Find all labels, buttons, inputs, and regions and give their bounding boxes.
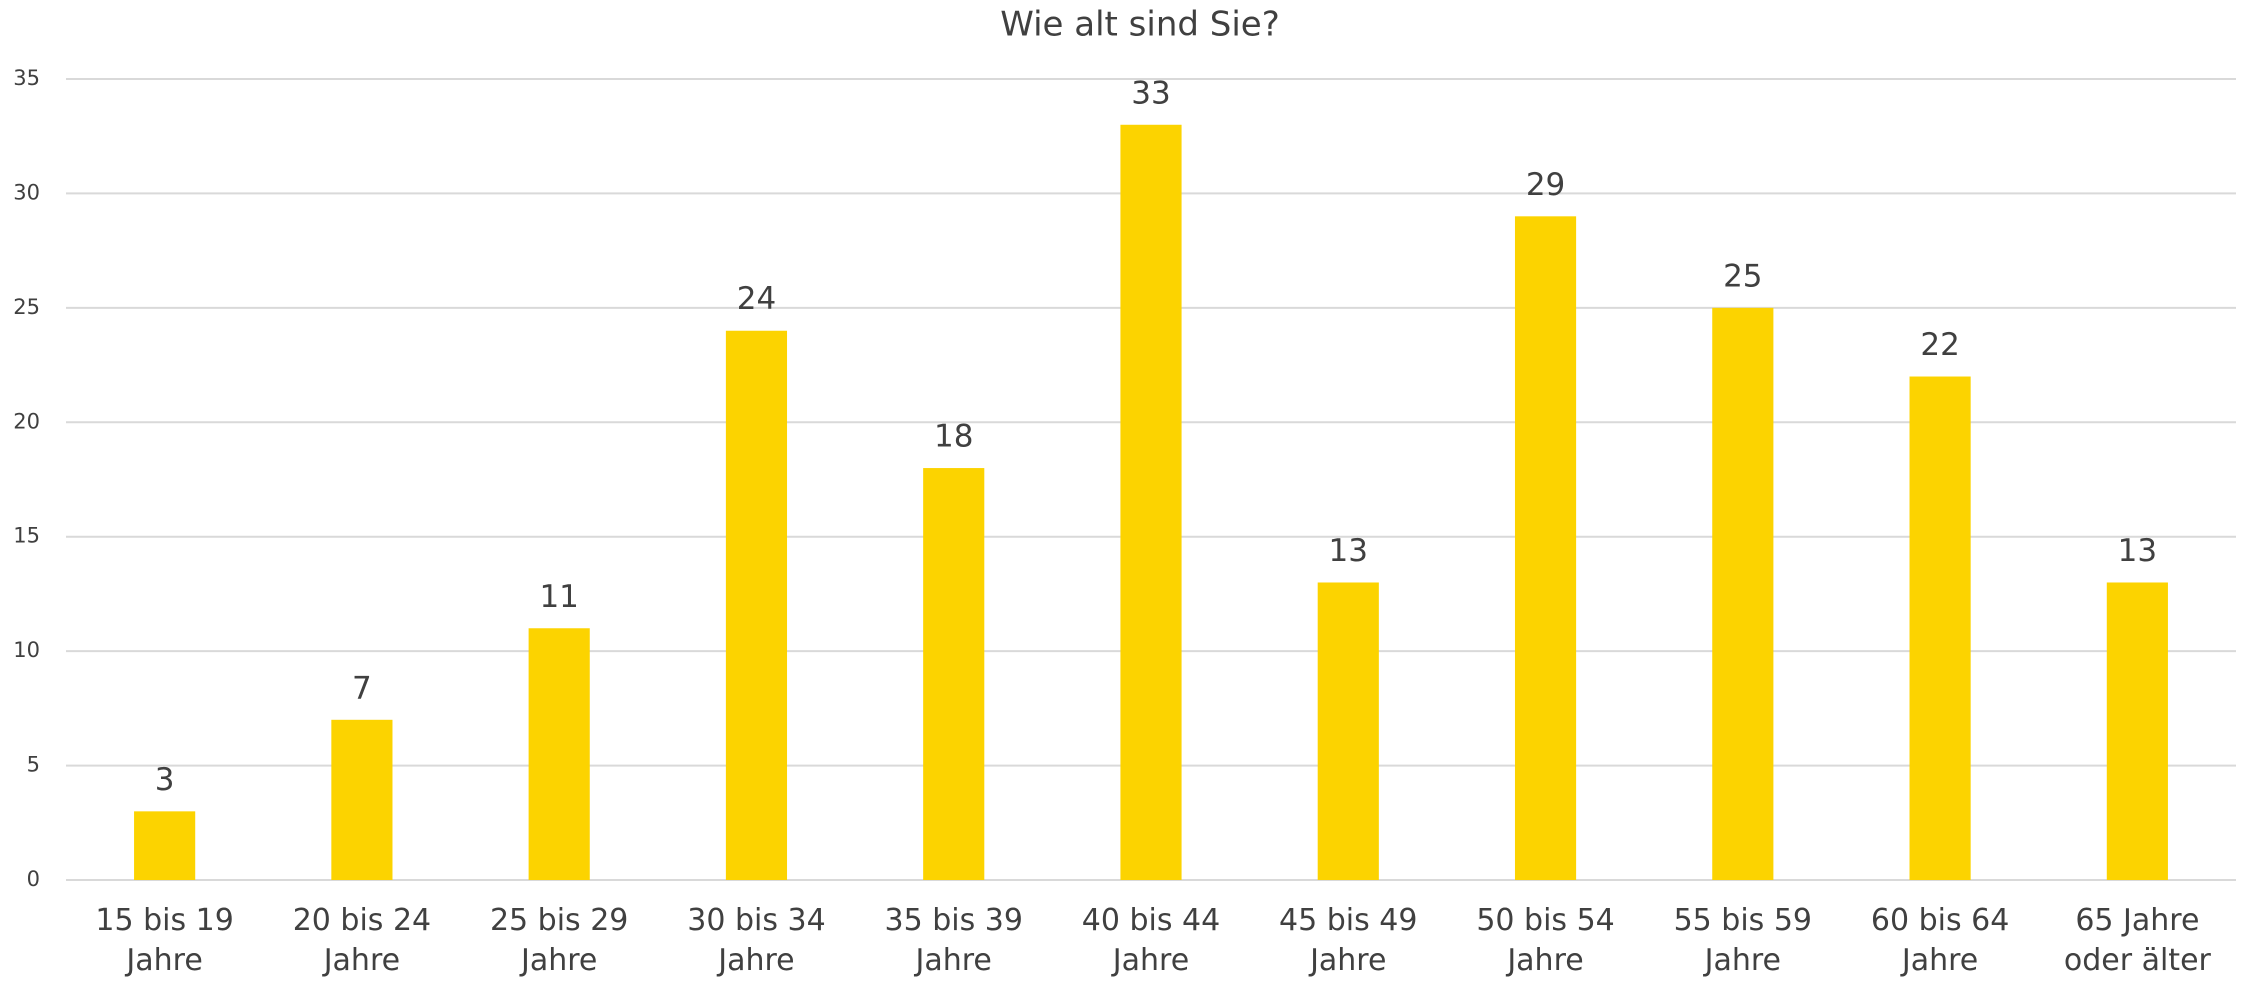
y-tick-label: 30 <box>13 180 40 204</box>
bar <box>1317 582 1379 880</box>
x-tick-label: 50 bis 54 Jahre <box>1476 903 1615 978</box>
x-tick-label: 40 bis 44 Jahre <box>1081 903 1221 978</box>
y-tick-label: 10 <box>13 638 40 662</box>
y-tick-label: 25 <box>13 295 40 319</box>
bar <box>725 330 788 880</box>
bar <box>331 719 393 880</box>
data-label: 29 <box>1526 167 1565 203</box>
x-tick-label: 15 bis 19 Jahre <box>95 903 234 978</box>
data-label: 13 <box>2118 533 2157 569</box>
data-label: 25 <box>1723 258 1762 294</box>
data-label: 7 <box>352 670 372 706</box>
data-label: 24 <box>737 281 776 317</box>
x-tick-label: 60 bis 64 Jahre <box>1870 903 2010 978</box>
y-tick-label: 5 <box>27 753 40 777</box>
x-tick-label: 25 bis 29 Jahre <box>489 903 629 978</box>
bar <box>1712 307 1774 880</box>
x-tick-label: 65 Jahre oder älter <box>2063 903 2211 978</box>
x-tick-label: 30 bis 34 Jahre <box>687 903 826 978</box>
y-tick-label: 0 <box>27 867 40 891</box>
x-tick-label: 35 bis 39 Jahre <box>884 903 1023 978</box>
chart-title: Wie alt sind Sie? <box>1000 5 1280 45</box>
bar <box>2106 582 2168 880</box>
x-tick-label: 55 bis 59 Jahre <box>1673 903 1813 978</box>
y-tick-label: 35 <box>13 66 40 90</box>
data-label: 33 <box>1131 75 1170 111</box>
data-label: 22 <box>1920 327 1959 363</box>
bar <box>1909 376 1971 880</box>
bar <box>1514 216 1577 881</box>
data-label: 13 <box>1329 533 1368 569</box>
bar <box>134 811 196 880</box>
data-label: 3 <box>155 762 175 798</box>
y-tick-label: 15 <box>13 524 40 548</box>
data-label: 11 <box>539 579 578 615</box>
bar <box>528 628 590 880</box>
bar <box>923 468 985 880</box>
x-tick-label: 20 bis 24 Jahre <box>292 903 432 978</box>
bar <box>1120 124 1182 881</box>
x-tick-label: 45 bis 49 Jahre <box>1279 903 1418 978</box>
y-tick-label: 20 <box>13 409 40 433</box>
data-label: 18 <box>934 419 973 455</box>
